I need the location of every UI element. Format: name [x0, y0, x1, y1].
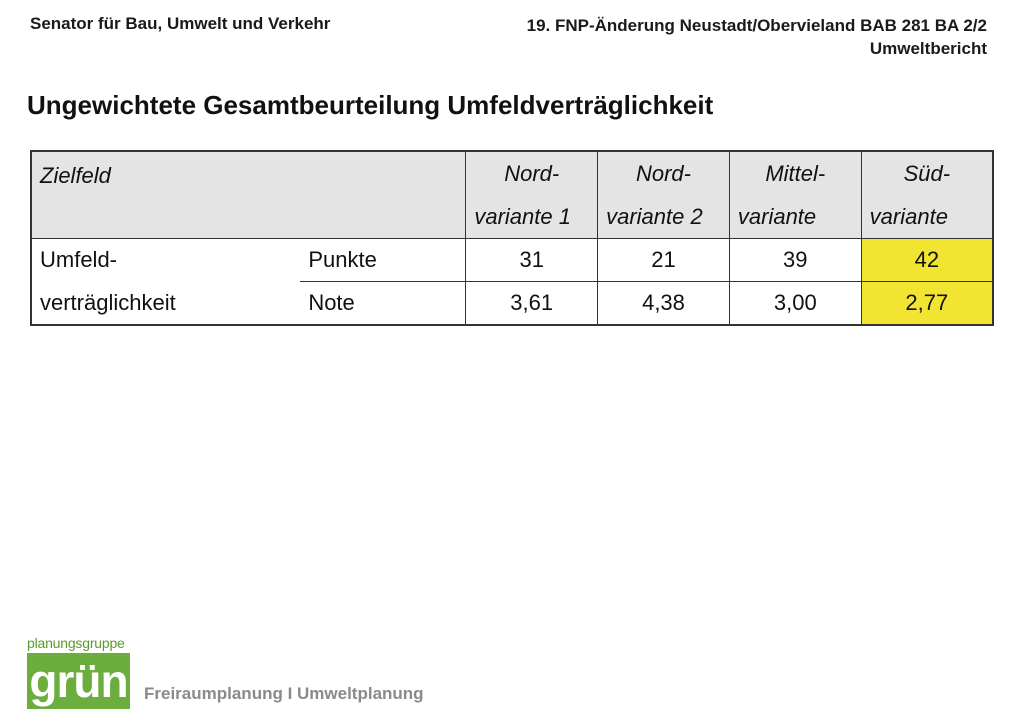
- company-logo: planungsgruppe grün: [27, 635, 133, 709]
- header-col-1-line1: Nord-: [465, 151, 598, 195]
- value-cell: 3,61: [465, 281, 598, 325]
- page-title: Ungewichtete Gesamtbeurteilung Umfeldver…: [27, 90, 714, 120]
- header-project-title: 19. FNP-Änderung Neustadt/Obervieland BA…: [526, 16, 987, 35]
- table-header-row-2: variante 1 variante 2 variante variante: [31, 195, 993, 239]
- table-row: Umfeld- Punkte 31 21 39 42: [31, 238, 993, 282]
- header-organization: Senator für Bau, Umwelt und Verkehr: [30, 14, 331, 33]
- value-cell-highlighted: 2,77: [860, 281, 993, 325]
- row-sublabel-note: Note: [308, 290, 355, 315]
- header-col-2-line1: Nord-: [597, 151, 730, 195]
- row-label-line1: Umfeld-: [40, 247, 118, 273]
- value-cell: 3,00: [728, 281, 862, 325]
- header-col-1-line2: variante 1: [465, 195, 598, 239]
- header-col-4-line2: variante: [860, 195, 993, 239]
- value-cell: 39: [728, 238, 862, 282]
- header-zielfeld: Zielfeld: [31, 151, 466, 239]
- logo-text-main: grün: [27, 653, 130, 709]
- header-col-3-line1: Mittel-: [728, 151, 862, 195]
- table-row: verträglichkeit Note 3,61 4,38 3,00 2,77: [31, 281, 993, 325]
- header-col-2-line2: variante 2: [597, 195, 730, 239]
- header-col-4-line1: Süd-: [860, 151, 993, 195]
- header-project: 19. FNP-Änderung Neustadt/Obervieland BA…: [527, 14, 987, 60]
- value-cell: 31: [465, 238, 598, 282]
- row-sublabel-punkte: Punkte: [300, 238, 466, 282]
- value-cell: 21: [597, 238, 730, 282]
- logo-text-top: planungsgruppe: [27, 635, 125, 651]
- table-header-row: Zielfeld Nord- Nord- Mittel- Süd-: [31, 151, 993, 239]
- footer-tagline: Freiraumplanung I Umweltplanung: [144, 684, 424, 703]
- header-document-type: Umweltbericht: [869, 39, 987, 58]
- header-col-3-line2: variante: [728, 195, 862, 239]
- value-cell: 4,38: [597, 281, 730, 325]
- value-cell-highlighted: 42: [860, 238, 993, 282]
- row-label-line2: verträglichkeit: [40, 289, 176, 315]
- assessment-table: Zielfeld Nord- Nord- Mittel- Süd- varian…: [30, 150, 994, 326]
